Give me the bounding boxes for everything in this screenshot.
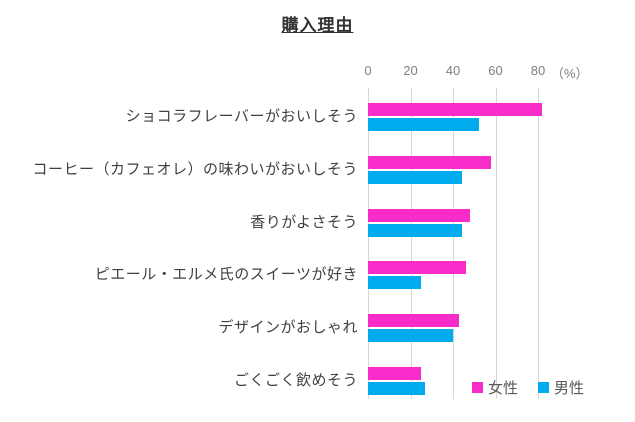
gridline bbox=[453, 88, 454, 399]
category-label: ピエール・エルメ氏のスイーツが好き bbox=[94, 266, 358, 284]
legend-item-男性: 男性 bbox=[538, 377, 584, 398]
category-label: 香りがよさそう bbox=[250, 213, 358, 231]
axis-tick-label: 20 bbox=[403, 63, 418, 78]
bar-男性-3 bbox=[368, 276, 422, 290]
bar-女性-3 bbox=[368, 261, 466, 275]
legend-swatch bbox=[538, 382, 550, 393]
axis-tick-label: 80 bbox=[530, 63, 546, 78]
axis-tick-label: 60 bbox=[488, 63, 503, 78]
legend: 女性 男性 bbox=[472, 377, 584, 398]
legend-label: 男性 bbox=[554, 380, 585, 397]
category-label: コーヒー（カフェオレ）の味わいがおいしそう bbox=[32, 160, 358, 178]
bar-男性-1 bbox=[368, 170, 462, 184]
legend-item-女性: 女性 bbox=[472, 377, 518, 398]
bar-男性-2 bbox=[368, 223, 462, 237]
axis-tick-label: 40 bbox=[445, 63, 461, 78]
gridline bbox=[368, 88, 369, 399]
bar-女性-4 bbox=[368, 314, 460, 328]
bar-女性-0 bbox=[368, 103, 543, 116]
bar-男性-4 bbox=[368, 329, 453, 343]
chart-title: 購入理由 bbox=[281, 16, 354, 35]
bar-女性-2 bbox=[368, 208, 470, 222]
category-label: デザインがおしゃれ bbox=[218, 319, 358, 337]
legend-swatch bbox=[472, 382, 483, 393]
axis-tick-label: 0 bbox=[364, 63, 372, 78]
category-label: ショコラフレーバーがおいしそう bbox=[125, 108, 358, 125]
legend-label: 女性 bbox=[488, 380, 519, 397]
category-label: ごくごく飲めそう bbox=[233, 372, 358, 389]
bar-男性-0 bbox=[368, 118, 479, 131]
bar-男性-5 bbox=[368, 382, 426, 395]
gridline bbox=[538, 88, 539, 399]
gridline bbox=[495, 88, 497, 399]
gridline bbox=[410, 88, 412, 399]
bar-女性-1 bbox=[368, 155, 492, 169]
bar-女性-5 bbox=[368, 367, 422, 380]
axis-unit-label: （%） bbox=[551, 66, 589, 81]
